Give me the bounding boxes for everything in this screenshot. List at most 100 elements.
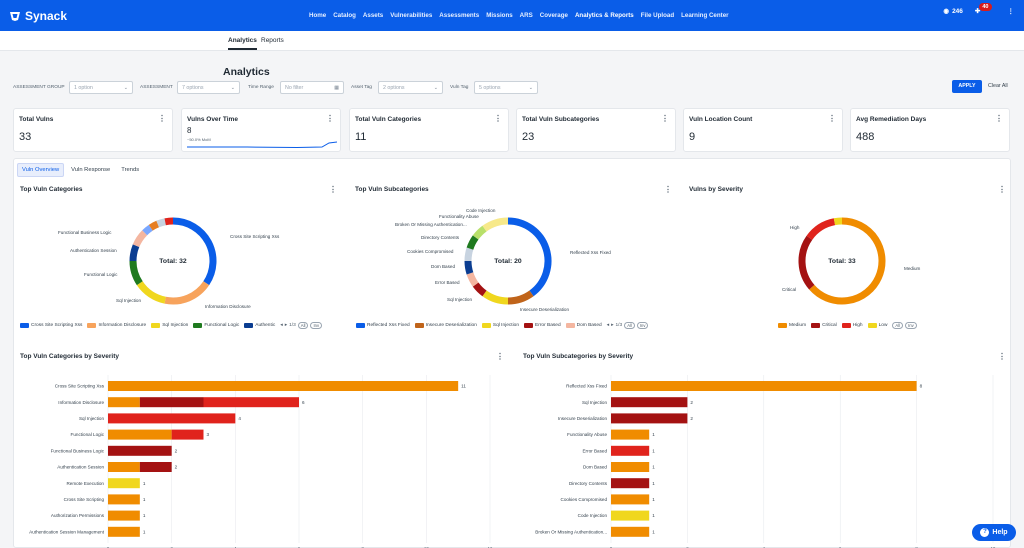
donut-slice-sql-injection[interactable] xyxy=(482,290,509,305)
bar-segment-low[interactable] xyxy=(611,510,650,521)
legend-controls[interactable]: All Inv xyxy=(892,322,917,329)
legend-item-sql-injection[interactable]: Sql Injection xyxy=(151,323,188,328)
nav-item-learning-center[interactable]: Learning Center xyxy=(681,12,729,19)
all-button[interactable]: All xyxy=(892,322,904,329)
donut-slice-broken-or-missing-authentication[interactable] xyxy=(466,235,479,250)
bar-segment-medium[interactable] xyxy=(108,494,140,505)
donut-slice-functionality-abuse[interactable] xyxy=(472,225,487,240)
bar-segment-high[interactable] xyxy=(203,397,300,408)
inv-button[interactable]: Inv xyxy=(636,322,649,329)
donut-slice-critical[interactable] xyxy=(798,235,815,290)
donut-slice-functional-business-logic[interactable] xyxy=(132,230,148,248)
legend-item-reflected-xss-fixed[interactable]: Reflected Xss Fixed xyxy=(356,323,410,328)
inv-button[interactable]: Inv xyxy=(905,322,917,329)
bar-segment-medium[interactable] xyxy=(611,494,650,505)
donut-slice-code-injection[interactable] xyxy=(482,217,509,232)
donut-slice-reflected-xss-fixed[interactable] xyxy=(507,217,552,297)
nav-item-assets[interactable]: Assets xyxy=(362,12,384,19)
legend-item-authentic[interactable]: Authentic xyxy=(244,323,275,328)
donut-slice-cross-site-scripting-xss[interactable] xyxy=(172,217,217,286)
kebab-menu-icon[interactable]: ⋮ xyxy=(998,352,1006,361)
kebab-menu-icon[interactable]: ⋮ xyxy=(661,114,669,123)
bar-segment-critical[interactable] xyxy=(611,478,650,489)
legend-item-error-based[interactable]: Error Based xyxy=(524,323,561,328)
legend-item-medium[interactable]: Medium xyxy=(778,323,806,328)
brand-logo[interactable]: Synack xyxy=(9,9,67,23)
kebab-menu-icon[interactable]: ⋮ xyxy=(664,185,672,194)
bar-segment-critical[interactable] xyxy=(611,397,688,408)
donut-slice-authentication-session[interactable] xyxy=(129,244,140,262)
kebab-menu-icon[interactable]: ⋮ xyxy=(496,352,504,361)
bar-segment-medium[interactable] xyxy=(108,381,459,391)
chevron-left-icon[interactable]: ◂ xyxy=(606,323,610,328)
donut-slice-high[interactable] xyxy=(806,218,836,240)
legend-item-high[interactable]: High xyxy=(841,323,863,328)
kebab-menu-icon[interactable]: ⋮ xyxy=(329,185,337,194)
apply-button[interactable]: APPLY xyxy=(952,80,982,93)
kebab-menu-icon[interactable]: ⋮ xyxy=(995,114,1003,123)
vuln-tag-select[interactable]: 5 options ⌄ xyxy=(474,81,538,94)
nav-item-missions[interactable]: Missions xyxy=(486,12,513,19)
bar-segment-medium[interactable] xyxy=(108,462,140,472)
legend-item-low[interactable]: Low xyxy=(867,323,887,328)
tab-trends[interactable]: Trends xyxy=(121,167,140,173)
credits-indicator[interactable]: ◉ 246 xyxy=(943,7,963,16)
chevron-right-icon[interactable]: ▸ xyxy=(611,323,614,328)
all-button[interactable]: All xyxy=(624,322,635,329)
notifications[interactable]: ✚ 40 xyxy=(975,3,996,15)
assessment-group-select[interactable]: 1 option ⌄ xyxy=(69,81,133,94)
menu-icon[interactable]: ⋮ xyxy=(1007,8,1015,15)
clear-all-link[interactable]: Clear All xyxy=(988,83,1008,89)
legend-item-critical[interactable]: Critical xyxy=(811,323,837,328)
donut-slice-directory-contents[interactable] xyxy=(464,247,474,262)
tab-vuln-overview[interactable]: Vuln Overview xyxy=(17,163,65,177)
donut-slice-sql-injection[interactable] xyxy=(136,281,167,304)
all-button[interactable]: All xyxy=(297,322,309,329)
bar-segment-high[interactable] xyxy=(611,445,650,456)
kebab-menu-icon[interactable]: ⋮ xyxy=(828,114,836,123)
assessment-select[interactable]: 7 options ⌄ xyxy=(177,81,240,94)
bar-segment-medium[interactable] xyxy=(108,526,140,537)
inv-button[interactable]: Inv xyxy=(310,322,323,329)
nav-item-assessments[interactable]: Assessments xyxy=(439,12,480,19)
legend-item-cross-site-scripting-xss[interactable]: Cross Site Scripting Xss xyxy=(20,323,82,328)
tab-reports[interactable]: Reports xyxy=(261,37,284,44)
donut-slice-information-disclosure[interactable] xyxy=(164,281,210,305)
time-range-input[interactable]: No filter ▦ xyxy=(280,81,344,94)
donut-slice-unlabeled[interactable] xyxy=(148,220,160,231)
nav-item-coverage[interactable]: Coverage xyxy=(539,12,568,19)
bar-segment-medium[interactable] xyxy=(108,510,140,521)
chevron-left-icon[interactable]: ◂ xyxy=(280,323,283,328)
donut-slice-unlabeled[interactable] xyxy=(164,217,174,226)
kebab-menu-icon[interactable]: ⋮ xyxy=(998,185,1006,194)
kebab-menu-icon[interactable]: ⋮ xyxy=(158,114,166,123)
bar-segment-critical[interactable] xyxy=(139,462,172,472)
donut-slice-medium[interactable] xyxy=(809,217,886,305)
legend-pagination[interactable]: ◂ ▸ 1/3 All Inv xyxy=(280,322,323,329)
legend-item-information-disclosure[interactable]: Information Disclosure xyxy=(87,323,146,328)
nav-item-file-upload[interactable]: File Upload xyxy=(640,12,675,19)
bar-segment-medium[interactable] xyxy=(108,397,140,408)
donut-slice-unlabeled[interactable] xyxy=(142,224,153,236)
bar-segment-low[interactable] xyxy=(108,478,140,489)
donut-slice-error-based[interactable] xyxy=(472,282,487,297)
bar-segment-critical[interactable] xyxy=(108,445,172,456)
nav-item-ars[interactable]: ARS xyxy=(519,12,533,19)
legend-item-sql-injection[interactable]: Sql Injection xyxy=(481,323,519,328)
bar-segment-medium[interactable] xyxy=(611,462,650,472)
tab-vuln-response[interactable]: Vuln Response xyxy=(71,167,111,173)
legend-item-functional-logic[interactable]: Functional Logic xyxy=(193,323,239,328)
kebab-menu-icon[interactable]: ⋮ xyxy=(326,114,334,123)
nav-item-vulnerabilities[interactable]: Vulnerabilities xyxy=(390,12,433,19)
donut-slice-unlabeled[interactable] xyxy=(156,218,166,228)
bar-segment-critical[interactable] xyxy=(139,397,204,408)
tab-analytics[interactable]: Analytics xyxy=(228,37,257,50)
kebab-menu-icon[interactable]: ⋮ xyxy=(494,114,502,123)
bar-segment-medium[interactable] xyxy=(108,429,172,440)
help-button[interactable]: ? Help xyxy=(972,524,1016,541)
legend-item-insecure-deserialization[interactable]: Insecure Deserialization xyxy=(414,323,477,328)
donut-slice-cookies-compromised[interactable] xyxy=(464,260,474,275)
nav-item-analytics-reports[interactable]: Analytics & Reports xyxy=(574,12,634,19)
donut-slice-low[interactable] xyxy=(833,217,843,226)
donut-slice-functional-logic[interactable] xyxy=(129,260,143,286)
